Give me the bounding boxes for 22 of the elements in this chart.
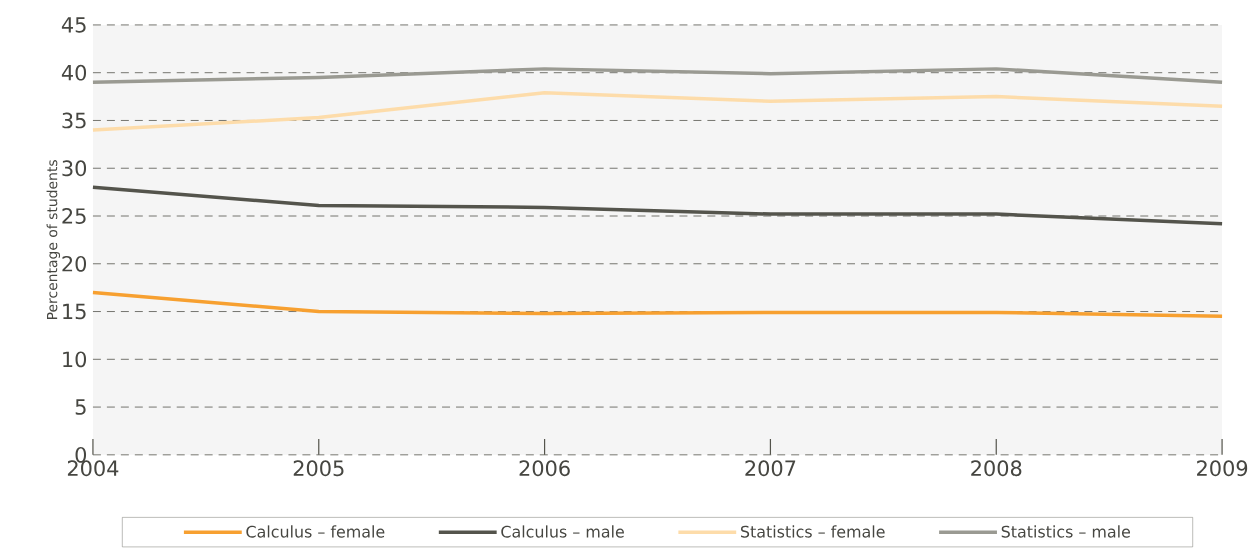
- legend-label: Statistics – male: [1001, 525, 1131, 538]
- y-tick-label: 30: [62, 160, 87, 177]
- legend-label: Calculus – female: [246, 525, 385, 538]
- y-tick-label: 35: [62, 112, 86, 129]
- x-tick-label: 2006: [519, 460, 570, 477]
- y-tick-label: 25: [62, 208, 86, 225]
- y-tick-label: 5: [75, 399, 86, 416]
- x-tick-label: 2009: [1197, 460, 1248, 477]
- y-tick-label: 40: [61, 65, 87, 81]
- y-tick-label: 45: [61, 17, 86, 33]
- line-series: [91, 91, 1224, 132]
- x-tick-label: 2007: [745, 460, 796, 477]
- y-axis-title: Percentage of students: [46, 160, 61, 320]
- legend-label: Calculus – male: [501, 525, 624, 538]
- x-tick-label: 2008: [971, 460, 1022, 477]
- line-series: [91, 290, 1224, 319]
- y-tick-label: 20: [62, 256, 87, 272]
- y-tick-label: 10: [63, 351, 87, 368]
- y-tick-label: 15: [63, 303, 86, 320]
- legend-label: Statistics – female: [740, 525, 885, 538]
- line-series: [91, 67, 1224, 85]
- x-tick-label: 2005: [293, 460, 344, 477]
